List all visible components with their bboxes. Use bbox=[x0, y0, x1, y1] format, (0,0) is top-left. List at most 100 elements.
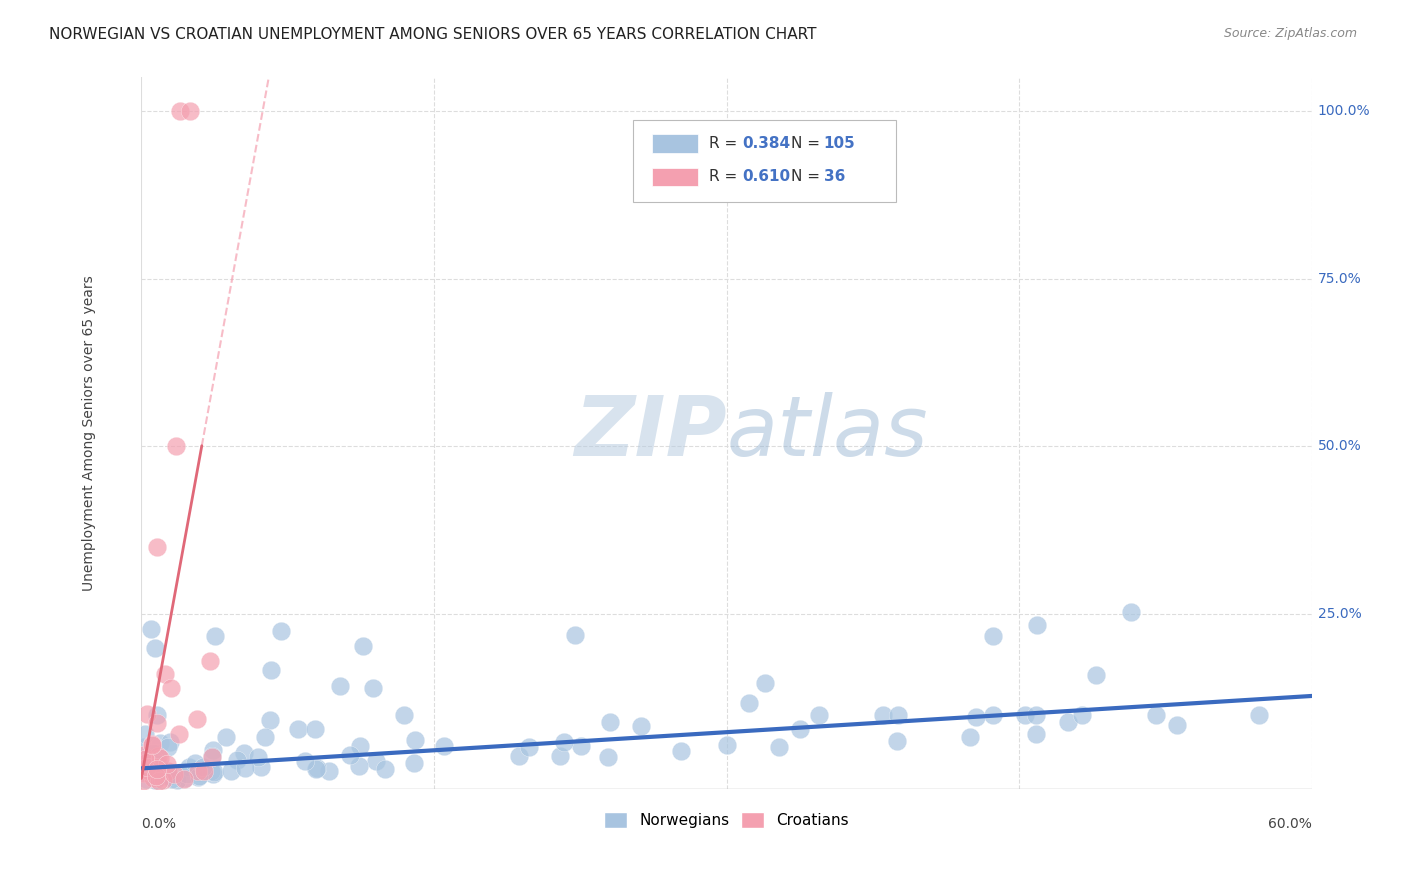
Point bbox=[159, 735, 181, 749]
Point bbox=[177, 760, 200, 774]
Point bbox=[366, 754, 388, 768]
Point bbox=[187, 764, 209, 778]
Text: N =: N = bbox=[792, 136, 825, 151]
Point bbox=[169, 727, 191, 741]
Text: 50.0%: 50.0% bbox=[1317, 440, 1361, 453]
Text: 100.0%: 100.0% bbox=[1317, 104, 1371, 118]
Point bbox=[887, 707, 910, 722]
Point bbox=[599, 715, 621, 730]
Point bbox=[193, 764, 215, 778]
FancyBboxPatch shape bbox=[651, 168, 699, 186]
Point bbox=[1057, 714, 1080, 729]
Point bbox=[176, 767, 198, 781]
Point bbox=[1144, 707, 1167, 722]
Point bbox=[259, 713, 281, 727]
Point bbox=[141, 737, 163, 751]
Point bbox=[138, 764, 160, 778]
Point bbox=[981, 629, 1004, 643]
Point bbox=[394, 707, 416, 722]
Point bbox=[132, 765, 155, 780]
Point bbox=[160, 772, 183, 786]
Point bbox=[146, 707, 169, 722]
Text: N =: N = bbox=[792, 169, 825, 185]
Point bbox=[136, 760, 159, 774]
Point bbox=[1121, 605, 1143, 619]
Point bbox=[135, 754, 157, 768]
Point bbox=[157, 769, 180, 783]
Point bbox=[132, 774, 155, 789]
Point bbox=[789, 722, 811, 736]
Point bbox=[254, 730, 277, 744]
Point bbox=[965, 710, 987, 724]
Point bbox=[159, 681, 181, 695]
Point bbox=[134, 726, 156, 740]
Point bbox=[768, 740, 790, 755]
Point bbox=[138, 757, 160, 772]
Point bbox=[132, 740, 155, 755]
Point bbox=[132, 747, 155, 762]
Point bbox=[200, 764, 222, 779]
Point bbox=[287, 722, 309, 736]
Text: 0.384: 0.384 bbox=[742, 136, 790, 151]
Point bbox=[1249, 707, 1271, 722]
Point bbox=[886, 734, 908, 748]
Point bbox=[550, 748, 572, 763]
Point bbox=[169, 103, 191, 118]
Text: 60.0%: 60.0% bbox=[1268, 817, 1312, 831]
Point bbox=[159, 768, 181, 782]
Point bbox=[148, 770, 170, 784]
Point bbox=[200, 750, 222, 764]
Point bbox=[174, 771, 197, 785]
Point bbox=[1025, 707, 1047, 722]
Point bbox=[564, 628, 586, 642]
Point bbox=[141, 738, 163, 752]
Point bbox=[134, 752, 156, 766]
Point bbox=[363, 681, 385, 695]
Point bbox=[872, 708, 894, 723]
Point bbox=[187, 769, 209, 783]
Point bbox=[187, 770, 209, 784]
Point bbox=[146, 749, 169, 764]
Text: atlas: atlas bbox=[727, 392, 928, 474]
Point bbox=[156, 756, 179, 771]
Point bbox=[307, 761, 329, 775]
Point bbox=[149, 736, 172, 750]
Point bbox=[134, 762, 156, 776]
Point bbox=[329, 679, 352, 693]
Point bbox=[669, 744, 692, 758]
Point bbox=[233, 746, 256, 760]
Point bbox=[163, 767, 186, 781]
Point bbox=[148, 773, 170, 788]
Text: 0.0%: 0.0% bbox=[142, 817, 176, 831]
FancyBboxPatch shape bbox=[651, 135, 699, 153]
Point bbox=[260, 663, 283, 677]
Point bbox=[347, 758, 370, 772]
Point bbox=[630, 719, 652, 733]
Point bbox=[191, 760, 214, 774]
Point bbox=[226, 753, 249, 767]
Point bbox=[221, 764, 243, 779]
Text: ZIP: ZIP bbox=[574, 392, 727, 474]
Point bbox=[198, 654, 221, 668]
Point bbox=[201, 749, 224, 764]
Point bbox=[294, 754, 316, 768]
Point bbox=[508, 748, 530, 763]
Point bbox=[339, 748, 361, 763]
Point bbox=[959, 730, 981, 744]
Point bbox=[183, 756, 205, 771]
Point bbox=[304, 723, 326, 737]
Point bbox=[153, 667, 176, 681]
Point bbox=[215, 731, 238, 745]
Text: Source: ZipAtlas.com: Source: ZipAtlas.com bbox=[1223, 27, 1357, 40]
Point bbox=[149, 751, 172, 765]
Text: 36: 36 bbox=[824, 169, 845, 185]
Point bbox=[166, 772, 188, 787]
Point bbox=[1014, 707, 1036, 722]
Point bbox=[167, 768, 190, 782]
Point bbox=[186, 712, 208, 726]
Point bbox=[318, 764, 340, 779]
Point bbox=[738, 697, 761, 711]
Point bbox=[143, 772, 166, 787]
Point bbox=[179, 103, 201, 118]
Point bbox=[204, 629, 226, 643]
